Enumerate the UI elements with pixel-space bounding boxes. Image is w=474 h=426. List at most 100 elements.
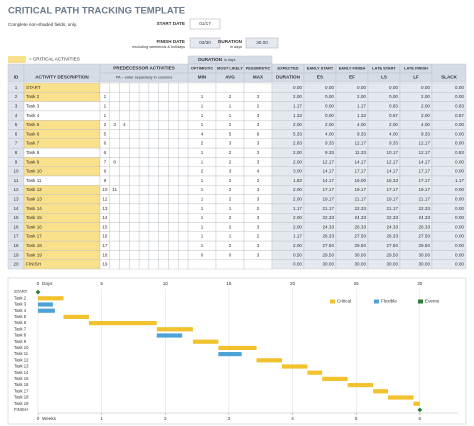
cell-text: 0.00: [455, 85, 464, 90]
cell-text: 9.33: [421, 131, 430, 136]
cell: [148, 259, 159, 270]
cell-text: 0.00: [455, 169, 464, 174]
header-label: PESSIMISTIC: [246, 66, 271, 71]
cell-text: 2: [229, 178, 232, 183]
cell-text: 19: [13, 252, 19, 257]
cell-text: 9.33: [357, 131, 366, 136]
cell-text: 2: [229, 215, 232, 220]
cell-text: 12.17: [419, 150, 431, 155]
cell: [148, 194, 159, 205]
cell-text: 1: [201, 178, 204, 183]
cell-text: 24.33: [387, 224, 399, 229]
cell: [129, 138, 140, 149]
finish-date-note: excluding weekends & holidays: [132, 45, 185, 49]
header-label: MIN: [198, 75, 207, 80]
cell-text: 0.00: [455, 131, 464, 136]
cell-text: 1: [229, 234, 232, 239]
cell-text: 22.33: [323, 215, 335, 220]
cell: [138, 259, 150, 270]
cell: [129, 147, 140, 158]
cell: [158, 250, 169, 260]
cell-text: 3: [257, 196, 260, 201]
week-tick-label: 6: [419, 416, 422, 421]
cell: [158, 138, 169, 149]
cell-text: 17.17: [419, 178, 431, 183]
cell-text: 30.00: [387, 262, 399, 267]
cell-text: 21.17: [355, 196, 367, 201]
finish-date: 03/30: [199, 40, 211, 45]
cell: [168, 259, 179, 270]
cell: [178, 222, 189, 233]
cell-text: 2: [229, 187, 232, 192]
cell: [119, 212, 130, 223]
cell: [129, 129, 140, 140]
cell: [178, 92, 189, 102]
cell: [109, 222, 120, 233]
cell-text: 30.00: [355, 252, 367, 257]
cell: [178, 157, 189, 167]
cell-text: 4: [257, 169, 260, 174]
predecessor: 19: [102, 262, 108, 267]
cell: [178, 138, 189, 149]
cell-text: 10: [13, 169, 19, 174]
cell-text: 26.33: [323, 234, 335, 239]
cell-text: 21.17: [419, 196, 431, 201]
row-label: Task 16: [14, 382, 29, 387]
cell: [138, 166, 150, 177]
cell-text: 2.00: [389, 122, 398, 127]
row-label: Task 15: [14, 376, 29, 381]
cell: [178, 259, 189, 270]
cell: [119, 259, 130, 270]
predecessor: 3: [113, 122, 116, 127]
cell: [215, 259, 245, 270]
header-label: MAX: [253, 75, 264, 80]
x-tick-label: 25: [354, 281, 360, 286]
cell-text: 0.00: [293, 262, 302, 267]
cell-text: 0.00: [455, 159, 464, 164]
cell: [129, 259, 140, 270]
cell-text: 19.17: [387, 196, 399, 201]
activity: Task 3: [26, 103, 40, 108]
cell-text: 2: [229, 243, 232, 248]
header-note: in days: [224, 58, 236, 62]
cell: [119, 101, 130, 112]
cell: [187, 259, 217, 270]
cell-text: 0.83: [455, 150, 464, 155]
week-axis-label: Weeks: [42, 416, 57, 421]
cell: [129, 92, 140, 102]
gantt-bar: [256, 358, 282, 363]
cell-text: 1: [229, 103, 232, 108]
cell: [138, 101, 150, 112]
cell: [168, 147, 179, 158]
row-label: FINISH: [14, 407, 28, 412]
row-label: Task 11: [14, 351, 29, 356]
cell-text: 4.00: [357, 122, 366, 127]
cell: [168, 231, 179, 242]
week-tick-label: 2: [164, 416, 167, 421]
cell: [168, 240, 179, 251]
cell-text: 3: [229, 141, 232, 146]
cell-text: 2: [257, 103, 260, 108]
cell-text: 0.00: [455, 94, 464, 99]
cell-text: 20: [13, 262, 19, 267]
cell: [431, 63, 467, 83]
cell: [129, 157, 140, 167]
activity: Task 17: [26, 234, 42, 239]
cell-text: 1: [201, 150, 204, 155]
cell: [158, 175, 169, 186]
cell-text: 0.00: [293, 85, 302, 90]
cell: [119, 185, 130, 195]
predecessor: 8: [113, 159, 116, 164]
cell-text: 0.00: [455, 206, 464, 211]
cell: [148, 119, 159, 130]
cell-text: 2.00: [293, 196, 302, 201]
predecessor: 1: [104, 94, 107, 99]
cell: [168, 222, 179, 233]
activity: Task 16: [26, 224, 42, 229]
gantt-bar: [156, 333, 183, 338]
cell-text: 0.00: [421, 85, 430, 90]
x-tick-label: 15: [226, 281, 232, 286]
cell-text: 0.00: [455, 122, 464, 127]
header-label: EXPECTED: [278, 66, 299, 71]
cell-text: 0.00: [455, 234, 464, 239]
